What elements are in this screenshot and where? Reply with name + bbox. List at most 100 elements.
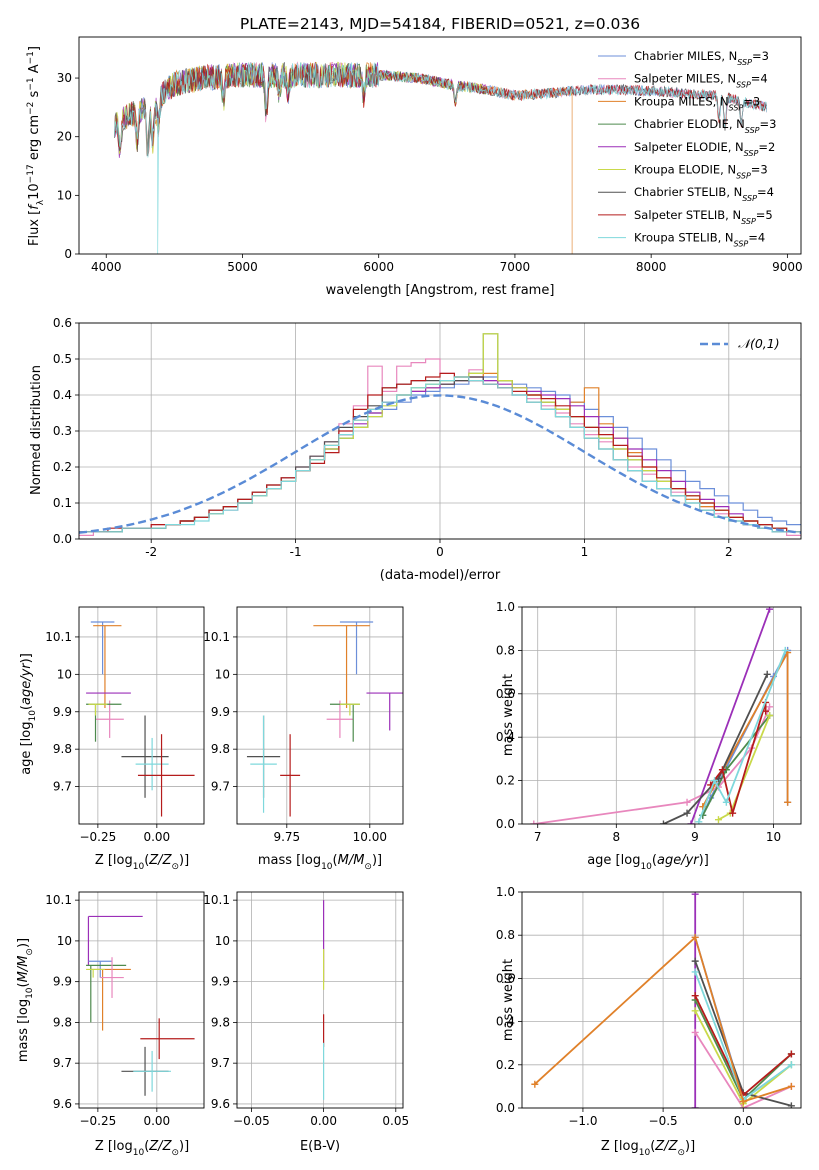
normal-reference-curve: [79, 394, 801, 534]
spectrum-ytick-label: 10: [57, 188, 72, 202]
mass-vs-Z-point-kroupa-stelib: [133, 1050, 171, 1092]
mass-vs-Z-ytick-label: 10.1: [45, 893, 72, 907]
spectrum-plot-area: [114, 61, 768, 254]
residuals-ytick-label: 0.3: [53, 424, 72, 438]
weight-vs-age-series-salpeter-elodie: [687, 607, 774, 824]
age-vs-mass-ytick-label: 9.8: [211, 742, 230, 756]
weight-vs-age-series-kroupa-stelib: [695, 646, 789, 824]
age-vs-Z-plot-area: [86, 621, 195, 817]
legend-entry-chabrier-stelib: Chabrier STELIB, NSSP=4: [634, 185, 774, 203]
residuals-ylabel: Normed distribution: [29, 365, 44, 495]
age-vs-Z-point-chabrier-miles: [90, 621, 115, 675]
age-vs-mass-xtick-label: 9.75: [273, 830, 300, 844]
weight-vs-age-series-chabrier-stelib: [659, 670, 771, 824]
hist-kroupa-stelib: [79, 376, 801, 533]
weight-vs-Z-series-kroupa-miles: [531, 933, 795, 1106]
legend-entry-salpeter-miles: Salpeter MILES, NSSP=4: [634, 72, 768, 90]
weight-vs-Z-xtick-label: −1.0: [568, 1114, 597, 1128]
weight-vs-age-series-kroupa-stelib-marker: [722, 798, 730, 806]
figure-title: PLATE=2143, MJD=54184, FIBERID=0521, z=0…: [240, 15, 640, 33]
mass-vs-EBV-ytick-label: 10.1: [203, 893, 230, 907]
age-vs-mass-xlabel: mass [log10(M/M⊙)]: [258, 853, 382, 872]
mass-vs-EBV-frame: [236, 891, 404, 1109]
weight-vs-age-plot-area: [530, 607, 792, 824]
legend-entry-salpeter-stelib: Salpeter STELIB, NSSP=5: [634, 208, 773, 226]
weight-vs-age-frame: [521, 606, 802, 825]
age-vs-mass-plot-area: [246, 621, 403, 817]
weight-vs-Z-series-salpeter-miles-marker: [691, 1028, 699, 1036]
age-vs-mass-point-chabrier-miles: [339, 621, 374, 675]
weight-vs-Z-series-kroupa-miles-marker: [787, 1082, 795, 1090]
mass-vs-EBV-ytick-label: 9.7: [211, 1056, 230, 1070]
weight-vs-age-series-kroupa-stelib-marker: [781, 646, 789, 654]
age-vs-mass-point-kroupa-stelib: [250, 715, 277, 813]
spectrum-ylabel: Flux [fλ10−17 erg cm−2 s−1 A−1]: [26, 46, 46, 246]
weight-vs-age-series-chabrier-stelib-marker: [659, 820, 667, 824]
weight-vs-age-series-salpeter-elodie-line: [690, 608, 771, 824]
age-vs-Z-point-chabrier-stelib: [121, 715, 169, 798]
mass-vs-Z-ytick-label: 9.8: [53, 1015, 72, 1029]
weight-vs-age-ytick-label: 0.2: [496, 774, 515, 788]
mass-vs-EBV-panel: E(B-V) −0.05 0.00 0.05 9.6 9.7 9.8 9.9 10 10.1: [203, 891, 409, 1154]
age-vs-Z-panel: Z [log10(Z/Z⊙)] age [log10(age/yr)] −0.2…: [19, 606, 205, 872]
weight-vs-Z-series-salpeter-stelib: [691, 992, 795, 1099]
legend-entry-kroupa-miles: Kroupa MILES, NSSP=3: [634, 94, 760, 112]
age-vs-Z-ytick-label: 9.8: [53, 742, 72, 756]
legend-entry-kroupa-stelib: Kroupa STELIB, NSSP=4: [634, 231, 765, 249]
mass-vs-Z-point-kroupa-elodie: [86, 968, 105, 978]
weight-vs-Z-series-kroupa-miles-marker: [531, 1080, 539, 1088]
weight-vs-age-xlabel: age [log10(age/yr)]: [587, 853, 709, 872]
weight-vs-Z-series-salpeter-stelib-marker: [691, 992, 699, 1000]
mass-vs-Z-ylabel: mass [log10(M/M⊙)]: [16, 938, 35, 1062]
weight-vs-Z-xlabel: Z [log10(Z/Z⊙)]: [601, 1139, 695, 1158]
mass-vs-Z-panel: Z [log10(Z/Z⊙)] mass [log10(M/M⊙)] −0.25…: [16, 891, 205, 1158]
mass-vs-Z-point-salpeter-stelib: [140, 1018, 195, 1060]
residuals-xtick-label: -2: [145, 545, 157, 559]
weight-vs-age-series-kroupa-stelib-marker: [711, 777, 719, 785]
weight-vs-age-series-chabrier-stelib-marker: [683, 809, 691, 817]
age-vs-Z-ytick-label: 9.9: [53, 705, 72, 719]
mass-vs-Z-point-salpeter-miles: [100, 957, 124, 998]
spectrum-ytick-label: 20: [57, 130, 72, 144]
weight-vs-age-xtick-label: 9: [691, 830, 699, 844]
weight-vs-age-ytick-label: 0.4: [496, 730, 515, 744]
weight-vs-Z-xtick-label: 0.0: [734, 1114, 753, 1128]
weight-vs-Z-ytick-label: 1.0: [496, 885, 515, 899]
weight-vs-age-ylabel: mass weight: [501, 674, 516, 756]
residuals-ytick-label: 0.2: [53, 460, 72, 474]
spectrum-panel: wavelength [Angstrom, rest frame] Flux […: [26, 36, 803, 298]
weight-vs-age-series-chabrier-stelib-line: [663, 673, 769, 824]
mass-vs-EBV-ytick-label: 9.6: [211, 1097, 230, 1111]
residuals-xtick-label: -1: [290, 545, 302, 559]
weight-vs-age-panel: age [log10(age/yr)] mass weight 7 8 9 10 0.0…: [496, 600, 802, 872]
mass-vs-EBV-xlabel: E(B-V): [300, 1139, 340, 1154]
spectrum-xlabel: wavelength [Angstrom, rest frame]: [326, 283, 555, 298]
mass-vs-Z-point-chabrier-elodie: [86, 964, 127, 1023]
residuals-ytick-label: 0.1: [53, 496, 72, 510]
weight-vs-Z-series-kroupa-miles-marker: [691, 933, 699, 941]
weight-vs-age-series-salpeter-stelib-line: [709, 702, 767, 817]
weight-vs-Z-frame: [521, 891, 802, 1109]
weight-vs-Z-xtick-label: −0.5: [649, 1114, 678, 1128]
residuals-ytick-label: 0.6: [53, 316, 72, 330]
weight-vs-age-series-salpeter-elodie-marker: [687, 820, 695, 824]
weight-vs-Z-series-salpeter-elodie-marker: [691, 892, 699, 898]
spectrum-xtick-label: 4000: [91, 260, 122, 274]
mass-vs-Z-point-salpeter-elodie: [87, 915, 143, 966]
mass-vs-EBV-ytick-label: 10: [215, 934, 230, 948]
spectrum-xtick-label: 9000: [772, 260, 803, 274]
mass-vs-Z-ytick-label: 9.6: [53, 1097, 72, 1111]
weight-vs-Z-series-salpeter-miles-line: [694, 1031, 792, 1108]
weight-vs-Z-panel: Z [log10(Z/Z⊙)] mass weight −1.0 −0.5 0.0 0…: [496, 885, 802, 1158]
weight-vs-age-ytick-label: 0.8: [496, 643, 515, 657]
residuals-plot-area: [79, 333, 801, 536]
weight-vs-age-series-chabrier-stelib-marker: [763, 670, 771, 678]
age-vs-Z-point-kroupa-elodie: [88, 703, 108, 716]
age-vs-Z-point-salpeter-stelib: [137, 734, 195, 817]
age-vs-Z-ylabel: age [log10(age/yr)]: [19, 653, 38, 775]
spectrum-ytick-label: 30: [57, 71, 72, 85]
legend-entry-kroupa-elodie: Kroupa ELODIE, NSSP=3: [634, 163, 768, 181]
weight-vs-Z-series-chabrier-stelib-marker: [691, 957, 699, 965]
weight-vs-age-series-salpeter-stelib-marker: [718, 766, 726, 774]
